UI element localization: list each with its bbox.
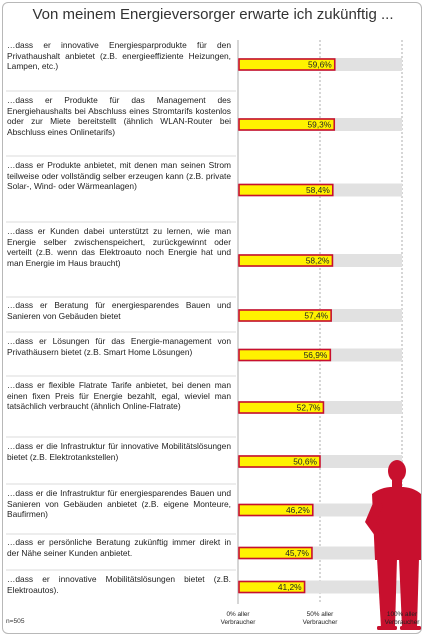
bar-value-label: 45,7%: [285, 548, 309, 558]
bars: 59,6% 59,3% 58,4% 58,2% 57,4% 56,9% 52,7% 50,6%…: [238, 58, 402, 594]
category-label: …dass er Produkte für das Management des…: [7, 95, 231, 137]
bar-value-label: 59,3%: [308, 120, 332, 130]
bar: [238, 348, 332, 362]
bar-value-label: 41,2%: [278, 582, 302, 592]
bar: [238, 183, 334, 197]
bar: [238, 254, 334, 267]
bar: [238, 58, 336, 71]
bar: [238, 401, 325, 414]
tick-label-line2: Verbraucher: [384, 618, 420, 626]
tick-label-line1: 50% aller: [306, 611, 334, 618]
bar: [238, 503, 314, 517]
tick-label: 50% aller Verbraucher: [295, 611, 345, 626]
bar: [238, 455, 321, 468]
bar-value-label: 58,4%: [306, 185, 330, 195]
row-separators: [6, 90, 236, 571]
bar-value-label: 56,9%: [304, 350, 328, 360]
chart-title: Von meinem Energieversorger erwarte ich …: [32, 6, 394, 23]
bar-value-label: 57,4%: [304, 311, 328, 321]
category-label: …dass er Produkte anbietet, mit denen ma…: [7, 160, 231, 192]
category-label: …dass er die Infrastruktur für energiesp…: [7, 488, 231, 520]
tick-label: 100% aller Verbraucher: [377, 611, 425, 626]
tick-label-line2: Verbraucher: [220, 618, 256, 626]
category-label: …dass er Kunden dabei unterstützt zu ler…: [7, 226, 231, 268]
bar: [238, 309, 332, 322]
category-label: …dass er persönliche Beratung zukünftig …: [7, 537, 231, 558]
bar-value-label: 58,2%: [306, 256, 330, 266]
bar-value-label: 46,2%: [286, 505, 310, 515]
category-label: …dass er flexible Flatrate Tarife anbiet…: [7, 380, 231, 412]
bar: [238, 546, 313, 560]
bar: [238, 118, 336, 131]
category-label: …dass er innovative Energiesparprodukte …: [7, 40, 231, 72]
category-label: …dass er Lösungen für das Energie-manage…: [7, 336, 231, 357]
tick-label-line2: Verbraucher: [302, 618, 338, 626]
category-label: …dass er Beratung für energiesparendes B…: [7, 300, 231, 321]
bar-value-label: 52,7%: [297, 403, 321, 413]
tick-label: 0% aller Verbraucher: [213, 611, 263, 626]
tick-label-line1: 100% aller: [386, 611, 418, 618]
category-label: …dass er die Infrastruktur für innovativ…: [7, 441, 231, 462]
bar: [238, 580, 306, 594]
bar-value-label: 59,6%: [308, 60, 332, 70]
tick-label-line1: 0% aller: [226, 611, 250, 618]
bar-value-label: 50,6%: [293, 457, 317, 467]
sample-size-note: n=505: [6, 618, 25, 625]
category-label: …dass er innovative Mobilitätslösungen b…: [7, 574, 231, 595]
